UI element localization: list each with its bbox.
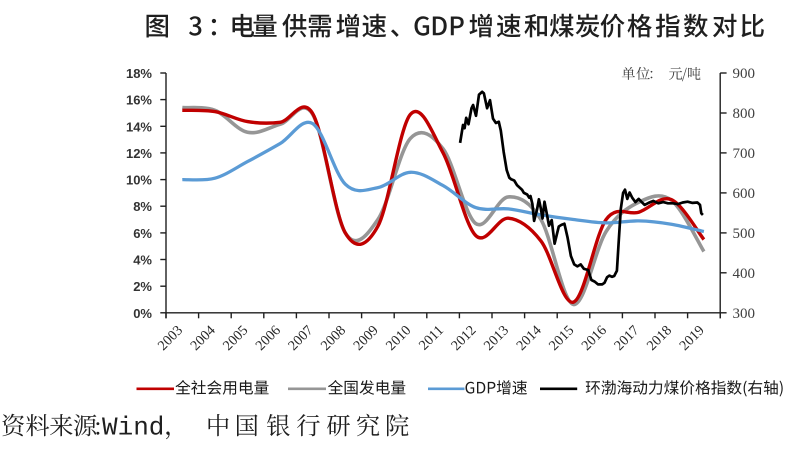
svg-text:400: 400 [733, 266, 756, 282]
svg-text:300: 300 [733, 306, 756, 322]
svg-text:4%: 4% [133, 253, 152, 268]
svg-text:0%: 0% [133, 306, 152, 321]
svg-text:16%: 16% [126, 93, 152, 108]
svg-text:800: 800 [733, 106, 756, 122]
svg-text:8%: 8% [133, 199, 152, 214]
svg-text:2%: 2% [133, 279, 152, 294]
svg-text:18%: 18% [126, 66, 152, 81]
svg-text:700: 700 [733, 146, 756, 162]
svg-text:900: 900 [733, 66, 756, 82]
svg-text:14%: 14% [126, 119, 152, 134]
svg-text:10%: 10% [126, 173, 152, 188]
svg-text:500: 500 [733, 226, 756, 242]
svg-text:600: 600 [733, 186, 756, 202]
svg-text:6%: 6% [133, 226, 152, 241]
svg-text:12%: 12% [126, 146, 152, 161]
svg-text:Wind: Wind [102, 412, 164, 442]
